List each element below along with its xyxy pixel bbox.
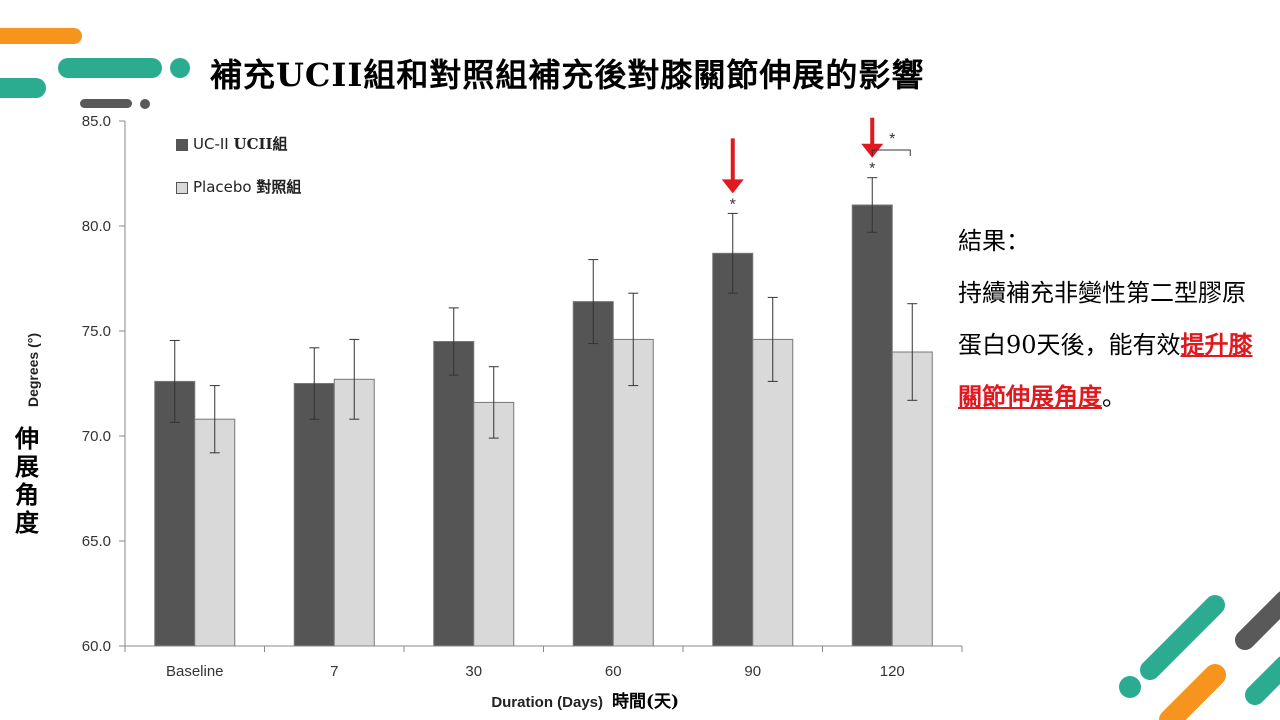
bar-placebo — [752, 338, 794, 647]
bar-ucii — [712, 252, 754, 647]
decor-bar-gray — [80, 99, 132, 108]
x-tick-label: Baseline — [166, 663, 224, 680]
bar-ucii — [572, 301, 614, 647]
x-tick-label: 120 — [880, 663, 905, 680]
x-axis-label-cn: 時間(天) — [612, 691, 679, 712]
decor-bar-orange — [0, 28, 82, 44]
decor-dot-teal — [170, 58, 190, 78]
red-arrow-icon — [721, 138, 744, 194]
y-tick-label: 85.0 — [82, 113, 111, 130]
bar-placebo — [473, 401, 515, 647]
bar-ucii — [154, 380, 196, 647]
y-tick-label: 70.0 — [82, 428, 111, 445]
legend-label-placebo-en: Placebo — [193, 178, 252, 196]
y-tick-label: 60.0 — [82, 638, 111, 655]
result-text: 結果： 持續補充非變性第二型膠原蛋白90天後，能有效提升膝關節伸展角度。 — [958, 215, 1258, 423]
result-suffix: 。 — [1102, 383, 1126, 411]
decor-stripes — [1119, 591, 1280, 720]
x-tick-label: 7 — [330, 663, 338, 680]
bar-placebo — [612, 338, 654, 647]
result-body: 持續補充非變性第二型膠原蛋白90天後，能有效提升膝關節伸展角度。 — [958, 267, 1258, 423]
y-tick-label: 65.0 — [82, 533, 111, 550]
significance-star: * — [889, 131, 895, 148]
legend-label-ucii-cn: UCII組 — [233, 135, 288, 153]
legend-swatch-placebo — [176, 181, 188, 194]
significance-star: * — [869, 161, 875, 178]
result-highlight: 提升膝關節伸展角度 — [958, 330, 1253, 411]
bar-placebo — [891, 351, 933, 647]
result-body-prefix: 持續補充非變性第二型膠原蛋白90天後，能有效 — [958, 279, 1246, 359]
bar-ucii — [851, 204, 893, 647]
y-axis-label: Degrees (°) — [25, 333, 41, 407]
x-tick-label: 60 — [605, 663, 622, 680]
bar-placebo — [194, 418, 236, 647]
y-axis-label-cn: 伸展角度 — [15, 424, 39, 537]
result-heading: 結果： — [958, 227, 1030, 255]
legend-item-ucii: UC-II UCII組 — [176, 133, 288, 154]
legend-label-ucii-en: UC-II — [193, 135, 229, 153]
decor-bar-teal-2 — [58, 58, 162, 78]
significance-bracket — [871, 149, 911, 156]
y-tick-label: 75.0 — [82, 323, 111, 340]
slide-title: 補充UCII組和對照組補充後對膝關節伸展的影響 — [210, 56, 925, 94]
bar-ucii — [433, 341, 475, 647]
bar-placebo — [333, 378, 375, 647]
bar-ucii — [293, 383, 335, 647]
legend-label-placebo-cn: 對照組 — [256, 178, 302, 196]
legend-item-placebo: Placebo 對照組 — [176, 176, 301, 197]
x-tick-label: 30 — [465, 663, 482, 680]
y-tick-label: 80.0 — [82, 218, 111, 235]
significance-star: * — [730, 196, 736, 213]
x-tick-label: 90 — [744, 663, 761, 680]
x-axis-label: Duration (Days) — [491, 694, 603, 711]
decor-bar-teal-1 — [0, 78, 46, 98]
decor-dot-gray — [140, 99, 150, 109]
legend-swatch-ucii — [176, 138, 188, 151]
